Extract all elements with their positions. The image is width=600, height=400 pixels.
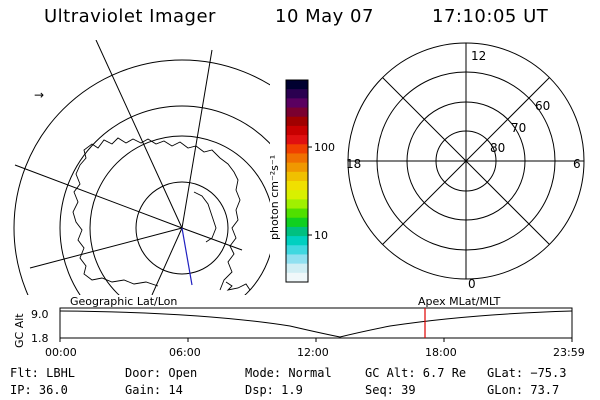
- colorbar-cell: [286, 181, 308, 191]
- colorbar-cell: [286, 263, 308, 274]
- colorbar-frame: [285, 79, 309, 283]
- colorbar-tick-100: 100: [314, 141, 335, 154]
- observation-time: 17:10:05 UT: [432, 6, 549, 27]
- colorbar-unit-label: photon cm⁻²s⁻¹: [268, 155, 281, 240]
- polar-mlat-mlt-plot: 12 18 6 0 60 70 80: [346, 42, 585, 291]
- colorbar: 100 10 photon cm⁻²s⁻¹: [268, 79, 335, 283]
- colorbar-cell: [286, 254, 308, 265]
- colorbar-cell: [286, 171, 308, 182]
- colorbar-cell: [286, 199, 308, 210]
- colorbar-cell: [286, 245, 308, 256]
- sequence-status: Seq: 39: [365, 383, 416, 397]
- altitude-tick-low: 1.8: [31, 332, 49, 345]
- colorbar-cell: [286, 162, 308, 173]
- latitude-circle-inner: [135, 181, 229, 275]
- colorbar-cell: [286, 236, 308, 246]
- mlat-label-70: 70: [511, 121, 526, 135]
- colorbar-cell: [286, 89, 308, 99]
- mode-status: Mode: Normal: [245, 366, 332, 380]
- colorbar-gradient: [286, 80, 308, 283]
- latitude-circle-outer: [13, 59, 270, 295]
- instrument-title: Ultraviolet Imager: [44, 6, 216, 27]
- altitude-axis-label: GC Alt: [13, 313, 26, 348]
- orbit-track: [181, 227, 193, 286]
- colorbar-cell: [286, 116, 308, 127]
- meridian-line: [95, 40, 183, 229]
- map-orientation-marker: →: [34, 88, 44, 102]
- time-tick-1200: 12:00: [297, 346, 329, 359]
- apex-coords-label: Apex MLat/MLT: [418, 295, 501, 308]
- dsp-status: Dsp: 1.9: [245, 383, 303, 397]
- meridian-line: [181, 227, 243, 251]
- mlt-label-dawn: 6: [573, 157, 581, 171]
- observation-date: 10 May 07: [275, 6, 374, 27]
- meridian-line: [29, 227, 183, 269]
- meridian-line: [151, 227, 183, 295]
- colorbar-tick-10: 10: [314, 229, 328, 242]
- mlt-label-midnight: 0: [468, 277, 476, 291]
- colorbar-cell: [286, 190, 308, 200]
- colorbar-cell: [286, 226, 308, 237]
- colorbar-cell: [286, 107, 308, 118]
- colorbar-cell: [286, 98, 308, 109]
- coastline-fragment: [225, 281, 251, 291]
- mlt-label-noon: 12: [471, 49, 486, 63]
- geo-latitude-status: GLat: −75.3: [487, 366, 567, 380]
- mlt-diagonal: [382, 77, 550, 245]
- antarctica-coastline: [72, 137, 241, 291]
- colorbar-cell: [286, 208, 308, 219]
- mlt-label-dusk: 18: [346, 157, 361, 171]
- geographic-map: →: [13, 40, 270, 295]
- door-status: Door: Open: [125, 366, 198, 380]
- meridian-line: [14, 164, 183, 229]
- ip-status: IP: 36.0: [10, 383, 68, 397]
- time-tick-0600: 06:00: [169, 346, 201, 359]
- filter-status: Flt: LBHL: [10, 366, 76, 380]
- latitude-circle-3: [89, 135, 270, 295]
- colorbar-cell: [286, 144, 308, 155]
- gain-status: Gain: 14: [125, 383, 183, 397]
- colorbar-cell: [286, 135, 308, 145]
- altitude-tick-high: 9.0: [31, 308, 49, 321]
- latitude-circle-2: [59, 105, 270, 295]
- time-tick-0000: 00:00: [45, 346, 77, 359]
- geographic-coords-label: Geographic Lat/Lon: [70, 295, 178, 308]
- time-tick-2359: 23:59: [553, 346, 585, 359]
- colorbar-cell: [286, 125, 308, 136]
- altitude-panel: GC Alt 9.0 1.8: [13, 307, 573, 348]
- colorbar-cell: [286, 80, 308, 90]
- gc-altitude-status: GC Alt: 6.7 Re: [365, 366, 467, 380]
- altitude-curve: [59, 310, 573, 338]
- meridian-line: [181, 49, 213, 229]
- mlat-label-60: 60: [535, 99, 550, 113]
- mlat-label-80: 80: [490, 141, 505, 155]
- colorbar-cell: [286, 217, 308, 228]
- colorbar-cell: [286, 153, 308, 164]
- geo-longitude-status: GLon: 73.7: [487, 383, 560, 397]
- colorbar-cell: [286, 272, 308, 283]
- time-tick-1800: 18:00: [425, 346, 457, 359]
